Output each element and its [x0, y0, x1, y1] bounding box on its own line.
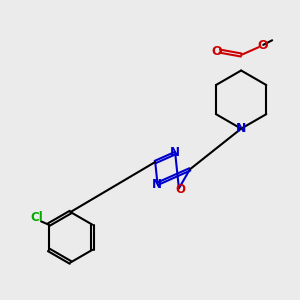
Text: O: O: [257, 39, 268, 52]
Text: N: N: [236, 122, 246, 135]
Text: N: N: [170, 146, 180, 159]
Text: O: O: [212, 45, 222, 58]
Text: N: N: [152, 178, 162, 191]
Text: O: O: [176, 183, 185, 196]
Text: Cl: Cl: [31, 212, 44, 224]
